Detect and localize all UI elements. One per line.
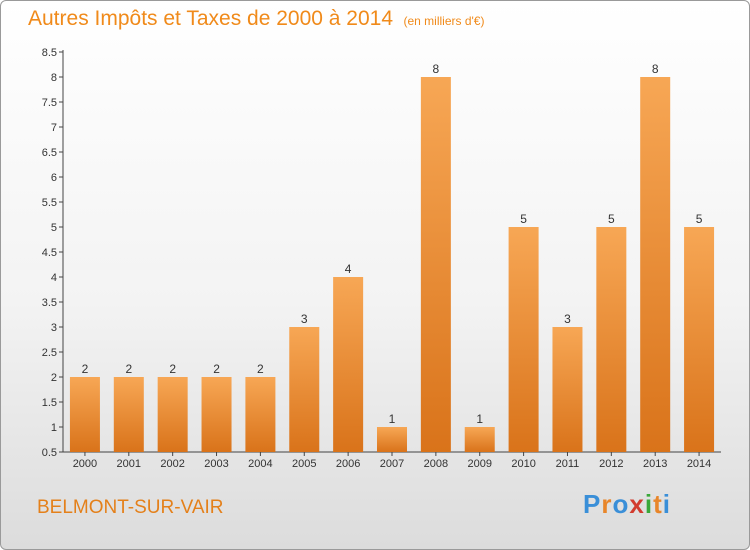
y-tick-label: 3.5 — [42, 297, 57, 309]
y-tick-label: 7 — [51, 122, 57, 134]
x-tick-label: 2010 — [511, 458, 535, 470]
bar — [69, 377, 100, 452]
y-tick-label: 2 — [51, 372, 57, 384]
bar-value-label: 5 — [608, 212, 615, 226]
bar-value-label: 2 — [125, 362, 132, 376]
x-tick-label: 2014 — [687, 458, 711, 470]
bar — [596, 227, 627, 452]
logo-letter: P — [583, 489, 602, 519]
x-tick-label: 2005 — [292, 458, 316, 470]
bar — [245, 377, 276, 452]
y-tick-label: 6 — [51, 172, 57, 184]
bar — [640, 77, 671, 452]
bar — [684, 227, 715, 452]
bar — [377, 427, 407, 452]
y-tick-label: 5 — [51, 222, 57, 234]
y-tick-label: 2.5 — [42, 347, 57, 359]
bar — [464, 427, 495, 452]
y-tick-label: 4 — [51, 272, 57, 284]
x-tick-label: 2002 — [160, 458, 184, 470]
bar-value-label: 2 — [257, 362, 264, 376]
bar — [420, 77, 451, 452]
logo-letter: t — [653, 489, 663, 519]
x-tick-label: 2011 — [556, 458, 580, 470]
logo-letter: x — [629, 489, 645, 519]
chart-title-main: Autres Impôts et Taxes de 2000 à 2014 — [28, 7, 394, 30]
bar — [201, 377, 232, 452]
x-tick-label: 2000 — [73, 458, 97, 470]
y-tick-label: 3 — [51, 322, 57, 334]
bar-value-label: 2 — [82, 362, 89, 376]
y-tick-label: 8.5 — [42, 47, 57, 59]
x-tick-label: 2009 — [467, 458, 491, 470]
bar-value-label: 5 — [520, 212, 527, 226]
bar — [333, 277, 364, 452]
y-tick-label: 1.5 — [42, 397, 57, 409]
bar-value-label: 2 — [169, 362, 176, 376]
x-tick-label: 2003 — [204, 458, 228, 470]
chart-title-unit: (en milliers d'€) — [403, 14, 485, 28]
y-tick-label: 0.5 — [42, 447, 57, 459]
x-tick-label: 2012 — [599, 458, 623, 470]
bar — [552, 327, 583, 452]
bar — [508, 227, 539, 452]
x-tick-label: 2001 — [117, 458, 141, 470]
x-tick-label: 2008 — [424, 458, 448, 470]
bar-value-label: 1 — [476, 412, 483, 426]
logo-letter: i — [644, 489, 654, 519]
x-tick-label: 2004 — [248, 458, 272, 470]
bar-value-label: 5 — [696, 212, 703, 226]
bar — [113, 377, 144, 452]
commune-name: BELMONT-SUR-VAIR — [37, 497, 224, 518]
bar-value-label: 1 — [389, 412, 396, 426]
bar — [289, 327, 320, 452]
proxiti-logo[interactable]: Proxiti — [583, 489, 671, 520]
x-tick-label: 2007 — [380, 458, 404, 470]
logo-letter: r — [601, 489, 613, 519]
x-tick-label: 2006 — [336, 458, 360, 470]
bar-value-label: 2 — [213, 362, 220, 376]
y-tick-label: 4.5 — [42, 247, 57, 259]
bar-value-label: 8 — [433, 62, 440, 76]
bar-value-label: 3 — [564, 312, 571, 326]
bar — [157, 377, 188, 452]
logo-letter: o — [612, 489, 630, 519]
bar-value-label: 8 — [652, 62, 659, 76]
y-tick-label: 5.5 — [42, 197, 57, 209]
y-tick-label: 8 — [51, 72, 57, 84]
y-tick-label: 1 — [51, 422, 57, 434]
bar-value-label: 3 — [301, 312, 308, 326]
chart-title: Autres Impôts et Taxes de 2000 à 2014 (e… — [28, 7, 484, 31]
x-tick-label: 2013 — [643, 458, 667, 470]
y-tick-label: 7.5 — [42, 97, 57, 109]
bar-value-label: 4 — [345, 262, 352, 276]
y-tick-label: 6.5 — [42, 147, 57, 159]
logo-letter: i — [662, 489, 671, 519]
